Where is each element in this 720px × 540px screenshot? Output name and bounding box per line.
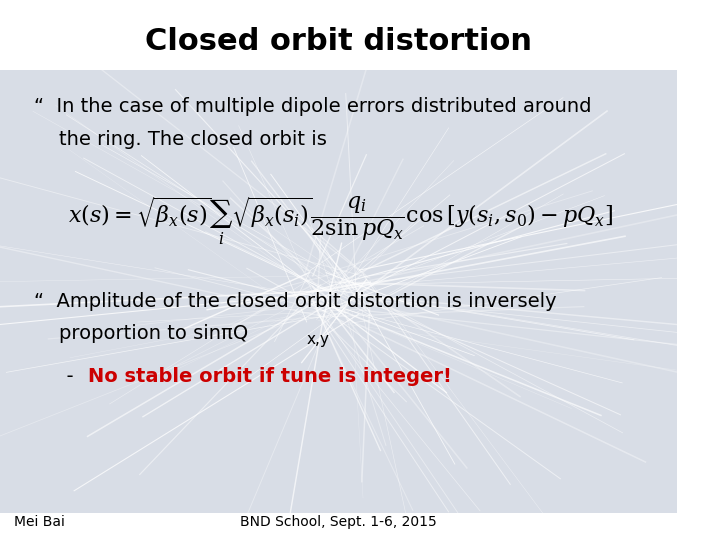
Text: BND School, Sept. 1-6, 2015: BND School, Sept. 1-6, 2015: [240, 515, 437, 529]
Text: x,y: x,y: [307, 332, 330, 347]
Text: proportion to sinπQ: proportion to sinπQ: [34, 324, 248, 343]
Text: “  Amplitude of the closed orbit distortion is inversely: “ Amplitude of the closed orbit distorti…: [34, 292, 557, 310]
Text: Closed orbit distortion: Closed orbit distortion: [145, 27, 532, 56]
Text: “  In the case of multiple dipole errors distributed around: “ In the case of multiple dipole errors …: [34, 97, 591, 116]
Text: No stable orbit if tune is integer!: No stable orbit if tune is integer!: [88, 367, 452, 386]
Text: Mei Bai: Mei Bai: [14, 515, 64, 529]
Text: $x(s)= \sqrt{\beta_x(s)}\sum_i \sqrt{\beta_x(s_i)}\dfrac{q_i}{2\sin pQ_x} \cos\l: $x(s)= \sqrt{\beta_x(s)}\sum_i \sqrt{\be…: [68, 194, 613, 247]
Text: the ring. The closed orbit is: the ring. The closed orbit is: [34, 130, 327, 148]
Text: -: -: [54, 367, 86, 386]
